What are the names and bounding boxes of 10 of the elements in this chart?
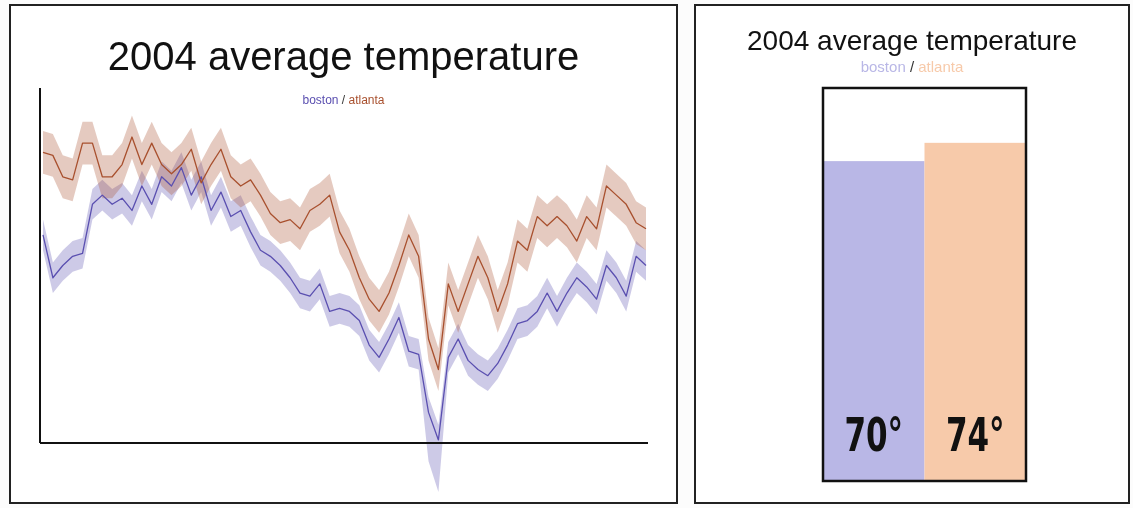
data-label: 70° xyxy=(844,408,904,463)
text: boston xyxy=(860,58,906,75)
text: atlanta xyxy=(348,93,385,107)
chart-title: 2004 average temperature xyxy=(747,25,1077,56)
chart-title: 2004 average temperature xyxy=(107,34,580,78)
data-label: 74° xyxy=(945,408,1005,463)
text: / xyxy=(338,93,349,107)
text: atlanta xyxy=(918,58,964,75)
text: boston xyxy=(302,93,339,107)
text: / xyxy=(905,58,919,75)
